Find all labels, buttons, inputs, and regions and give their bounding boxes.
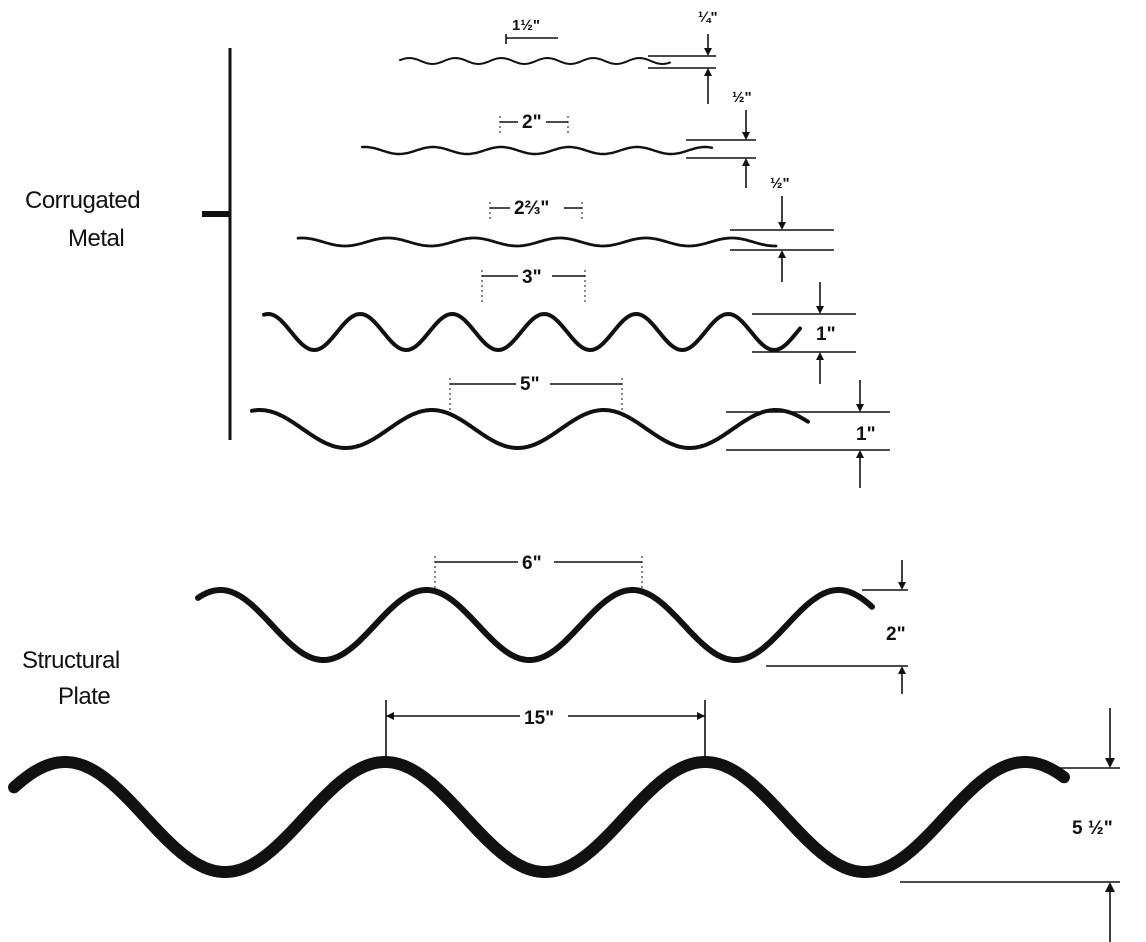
profile-3-depth-label: ½"	[770, 175, 790, 192]
profile-2-depth-label: ½"	[732, 89, 752, 106]
profile-4: 3" 1"	[262, 262, 856, 384]
structural-label-line2: Plate	[58, 683, 110, 710]
profile-1-wave	[399, 57, 671, 65]
structural-label-line1: Structural	[22, 647, 120, 674]
corrugated-label-line2: Metal	[68, 225, 124, 252]
profile-7: 15" 5 ½"	[8, 700, 1120, 942]
corrugated-label-line1: Corrugated	[25, 187, 140, 214]
profile-2: 2" ½"	[360, 89, 756, 188]
profile-7-depth-label: 5 ½"	[1072, 818, 1113, 839]
profile-3-wave	[296, 236, 778, 248]
profile-7-pitch-label: 15"	[524, 708, 554, 729]
profile-3: 2⅔" ½"	[296, 175, 834, 282]
profile-6-depth-label: 2"	[886, 624, 906, 645]
profile-5-depth-label: 1"	[856, 424, 876, 445]
profile-6-wave	[195, 587, 875, 663]
profile-2-wave	[360, 145, 714, 156]
profile-7-wave	[8, 756, 1070, 878]
profile-1-pitch-label: 1½"	[512, 17, 540, 34]
profile-6: 6" 2"	[195, 548, 908, 694]
profile-5-wave	[250, 408, 810, 450]
profile-6-pitch-label: 6"	[522, 553, 542, 574]
profile-5: 5" 1"	[250, 370, 890, 488]
profile-4-wave	[262, 312, 802, 352]
profile-4-pitch-label: 3"	[522, 267, 542, 288]
profile-1-depth-label: ¼"	[698, 9, 718, 26]
profile-5-pitch-label: 5"	[520, 374, 540, 395]
profile-4-depth-label: 1"	[816, 324, 836, 345]
profile-3-pitch-label: 2⅔"	[514, 198, 549, 219]
profile-1: 1½" ¼"	[399, 9, 718, 104]
profile-2-pitch-label: 2"	[522, 112, 542, 133]
